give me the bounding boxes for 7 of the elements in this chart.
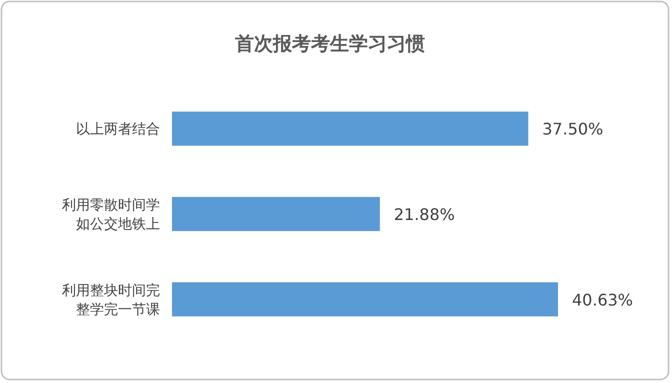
y-tick-label: 以上两者结合 (76, 122, 160, 138)
y-tick-label: 利用零散时间学如公交地铁上 (62, 198, 160, 232)
y-tick-label: 利用整块时间完整学完一节课 (62, 282, 160, 318)
data-label: 37.50% (542, 120, 604, 139)
data-label: 40.63% (572, 290, 634, 310)
data-label: 21.88% (394, 205, 455, 224)
chart-title: 首次报考考生学习习惯 (234, 33, 425, 55)
